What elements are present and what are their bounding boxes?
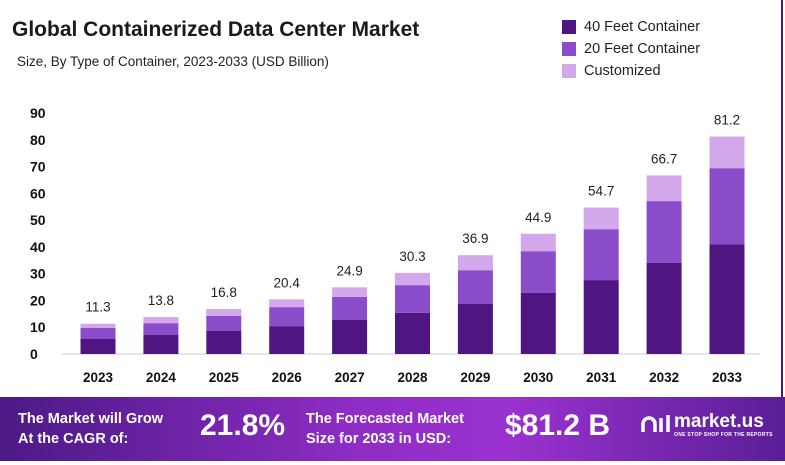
y-tick-label: 10 [30, 319, 46, 335]
logo-tagline: ONE STOP SHOP FOR THE REPORTS [674, 432, 773, 438]
bar-segment [395, 272, 430, 286]
legend-swatch [562, 64, 576, 78]
bar-segment [646, 175, 682, 202]
legend-swatch [562, 20, 576, 34]
bar-segment [646, 201, 682, 263]
bar-segment [520, 251, 556, 293]
total-label: 36.9 [462, 231, 488, 246]
bar-segment [80, 327, 116, 340]
logo-name: market.us [674, 411, 764, 432]
total-label: 66.7 [651, 151, 677, 166]
x-tick-label: 2024 [146, 370, 177, 385]
y-tick-label: 0 [30, 346, 38, 362]
logo-icon [641, 414, 670, 432]
forecast-value: $81.2 B [505, 409, 611, 442]
legend-item: 40 Feet Container [562, 16, 700, 38]
total-label: 81.2 [714, 113, 740, 128]
x-tick-label: 2030 [523, 370, 553, 385]
forecast-label-line: Size for 2033 in USD: [306, 431, 452, 447]
total-label: 11.3 [85, 300, 110, 315]
logo: market.us ONE STOP SHOP FOR THE REPORTS [640, 411, 773, 438]
bar-segment [80, 339, 116, 354]
bar-segment [332, 319, 368, 354]
cagr-label-line: At the CAGR of: [18, 431, 129, 447]
legend-item: 20 Feet Container [562, 38, 700, 60]
x-tick-label: 2025 [209, 370, 240, 385]
legend-swatch [562, 42, 576, 56]
bar-segment [395, 312, 430, 354]
bar-segment [143, 323, 179, 335]
total-label: 13.8 [148, 293, 174, 308]
cagr-label: The Market will Grow At the CAGR of: [18, 409, 163, 449]
bar-segment [80, 323, 116, 328]
x-tick-label: 2029 [460, 370, 490, 385]
frame-border [781, 0, 783, 398]
chart-title: Global Containerized Data Center Market [12, 18, 420, 41]
bar-segment [269, 307, 305, 327]
x-tick-label: 2033 [712, 370, 743, 385]
y-tick-label: 80 [30, 132, 46, 148]
y-tick-label: 50 [30, 212, 46, 228]
bar-segment [206, 330, 242, 354]
total-label: 16.8 [211, 285, 237, 300]
bar-segment [332, 296, 368, 320]
legend-label: 40 Feet Container [584, 19, 701, 35]
bar-segment [646, 262, 682, 354]
x-tick-label: 2032 [649, 370, 679, 385]
chart-subtitle: Size, By Type of Container, 2023-2033 (U… [17, 54, 329, 69]
legend-label: 20 Feet Container [584, 41, 701, 57]
summary-banner: The Market will Grow At the CAGR of: 21.8… [0, 397, 785, 461]
total-label: 44.9 [525, 210, 551, 225]
y-tick-label: 90 [30, 105, 46, 121]
cagr-label-line: The Market will Grow [18, 411, 164, 427]
x-tick-label: 2031 [586, 370, 617, 385]
y-tick-label: 60 [30, 185, 46, 201]
chart-plot: 010203040506070809011.3202313.8202416.82… [30, 105, 760, 385]
legend-item: Customized [562, 60, 700, 82]
bar-segment [206, 309, 242, 316]
y-tick-label: 40 [30, 239, 46, 255]
bar-segment [709, 168, 745, 245]
y-tick-label: 70 [30, 159, 46, 175]
y-tick-label: 20 [30, 292, 46, 308]
legend-label: Customized [584, 63, 661, 79]
x-tick-label: 2023 [83, 370, 114, 385]
bar-segment [709, 244, 745, 354]
bar-segment [583, 229, 619, 281]
forecast-label: The Forecasted Market Size for 2033 in US… [306, 409, 464, 449]
total-label: 24.9 [336, 263, 362, 278]
total-label: 30.3 [399, 249, 425, 264]
cagr-value: 21.8% [200, 409, 286, 442]
total-label: 54.7 [588, 184, 614, 199]
bar-segment [143, 334, 179, 354]
bar-segment [395, 285, 430, 313]
total-label: 20.4 [274, 275, 301, 290]
bar-segment [269, 326, 305, 354]
bar-segment [709, 136, 745, 169]
y-tick-label: 30 [30, 266, 46, 282]
bar-segment [457, 303, 493, 354]
bar-segment [143, 317, 179, 324]
bar-segment [332, 287, 368, 297]
x-tick-label: 2028 [397, 370, 428, 385]
bar-segment [457, 255, 493, 271]
legend: 40 Feet Container 20 Feet Container Cust… [562, 16, 700, 82]
bar-segment [269, 299, 305, 308]
bar-segment [583, 280, 619, 354]
x-tick-label: 2027 [335, 370, 365, 385]
bar-segment [520, 292, 556, 354]
bar-segment [457, 270, 493, 304]
x-tick-label: 2026 [272, 370, 303, 385]
forecast-label-line: The Forecasted Market [306, 411, 464, 427]
bar-segment [206, 315, 242, 331]
bar-segment [583, 207, 619, 230]
bar-segment [520, 233, 556, 252]
